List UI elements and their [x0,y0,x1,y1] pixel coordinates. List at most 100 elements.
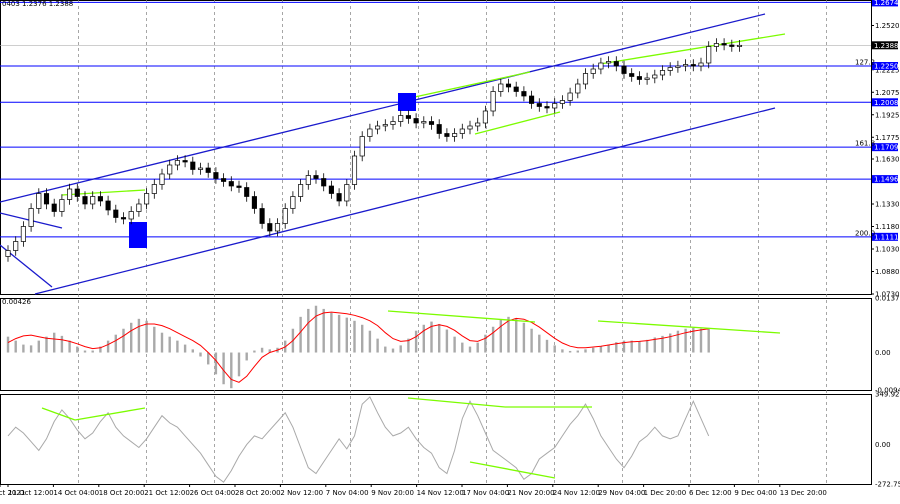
candle-body [513,86,519,92]
macd-signal-line [7,311,709,383]
fib-label: 200.0 [855,229,875,237]
candle-body [174,160,180,166]
level-label-bg [872,143,898,152]
current-price-label: 1.2388 [874,42,899,50]
macd-histogram-bar [160,332,164,353]
candle-body [359,136,365,157]
x-axis-label: 14 Nov 12:00 [417,489,464,497]
price-tick-label: 1.1330 [875,201,900,209]
price-tick-label: 1.1630 [875,156,900,164]
marker-square [129,222,147,248]
macd-histogram-bar [222,352,225,385]
macd-histogram-bar [122,328,125,353]
macd-tick-label: -0.00945 [875,387,900,395]
level-label: 1.2674 [874,0,899,7]
candle-body [444,133,450,137]
candle-body [298,184,304,197]
level-label-bg [872,175,898,184]
candle-body [105,200,111,211]
macd-histogram-bar [592,347,595,353]
macd-histogram-bar [676,330,680,353]
level-label-bg [872,98,898,107]
candle-body [351,155,358,185]
marker-square [398,93,416,111]
candle-body [20,226,26,242]
trend-line-green [474,111,561,135]
macd-histogram-bar [661,335,664,353]
macd-histogram-bar [199,352,202,357]
candle-body [190,161,196,170]
channel-upper-line [0,13,766,203]
candle-body [475,122,481,127]
candle-body [205,167,211,173]
macd-histogram-bar [576,350,579,353]
macd-trend-line-green [387,310,536,323]
macd-histogram-bar [453,336,456,353]
macd-histogram-bar [345,317,348,353]
macd-corner-label: 0.00426 [2,298,31,306]
candle-body [459,128,465,134]
macd-trend-line-green [597,320,781,334]
x-axis-label: 24 Nov 12:00 [553,489,600,497]
trend-line-green [61,189,146,196]
macd-histogram-bar [268,349,271,353]
candle-body [344,184,350,202]
candle-body [467,125,473,130]
candle-body [613,61,619,67]
macd-histogram-bar [368,330,372,353]
candle-body [698,62,704,67]
header-text: 0403 1.2376 1.2388 [2,0,74,8]
macd-histogram-bar [68,340,71,353]
candle-body [490,91,496,112]
macd-histogram-bar [29,345,33,353]
candle-body [536,103,542,107]
fib-label: 127.2 [855,59,875,67]
macd-histogram-bar [438,323,441,353]
candle-body [13,241,19,251]
macd-histogram-bar [391,348,395,353]
candle-body [629,73,635,77]
candle-body [36,193,42,209]
x-axis-label: 17 Nov 04:00 [462,489,509,497]
macd-histogram-bar [561,349,564,353]
price-tick-label: 1.1925 [875,111,900,119]
macd-histogram-bar [384,346,387,353]
macd-histogram-bar [699,328,703,353]
candle-body [529,95,535,104]
candle-body [436,124,442,134]
macd-histogram-bar [445,329,449,353]
candle-body [598,62,604,70]
cci-trend-line-green [74,407,146,421]
macd-histogram-bar [330,312,333,353]
x-axis-label: 2 Nov 12:00 [280,489,323,497]
macd-histogram-bar [430,321,433,353]
macd-histogram-bar [14,340,17,353]
candle-body [659,70,666,76]
macd-histogram-bar [130,322,133,353]
macd-histogram-bar [476,342,479,353]
cci-tick-label: 349.922 [875,391,900,399]
candle-body [652,74,658,79]
macd-histogram-bar [399,345,402,353]
price-tick-label: 1.2225 [875,66,900,74]
candle-body [706,46,712,64]
candle-body [321,178,327,187]
candle-body [505,83,512,88]
candle-body [690,64,696,67]
candle-body [498,83,504,92]
candle-body [82,196,88,205]
candle-body [390,121,396,125]
candle-body [128,211,134,220]
candle-body [544,106,550,109]
candle-body [421,121,427,124]
level-label-bg [872,232,898,241]
macd-histogram-bar [207,352,210,365]
level-label: 1.2008 [874,99,899,107]
candle-body [575,83,581,94]
x-axis-label: 13 Dec 20:00 [780,489,827,497]
price-tick-label: 1.1775 [875,134,900,142]
macd-histogram-bar [645,339,649,353]
candle-body [5,250,11,257]
macd-histogram-bar [60,335,64,353]
x-axis-label: 7 Nov 04:00 [326,489,369,497]
